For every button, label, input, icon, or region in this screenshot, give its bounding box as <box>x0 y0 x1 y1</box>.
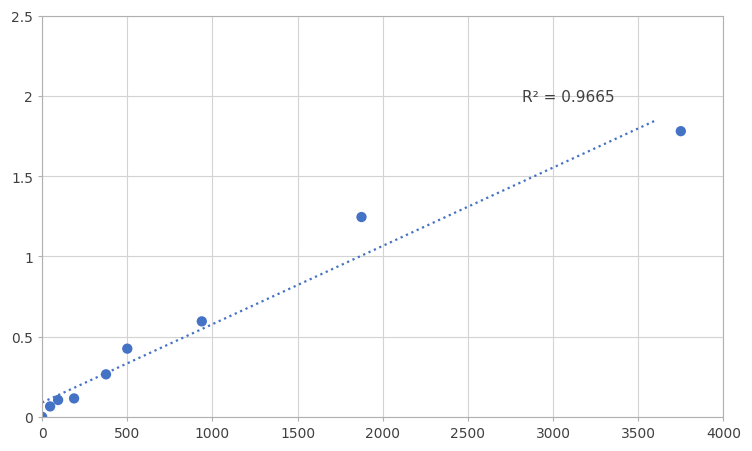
Point <box>52 396 64 404</box>
Point <box>68 395 80 402</box>
Point <box>121 345 133 353</box>
Point <box>356 214 368 221</box>
Point <box>675 128 687 135</box>
Text: R² = 0.9665: R² = 0.9665 <box>523 90 615 105</box>
Point <box>100 371 112 378</box>
Point <box>36 413 48 420</box>
Point <box>44 403 56 410</box>
Point <box>196 318 208 325</box>
